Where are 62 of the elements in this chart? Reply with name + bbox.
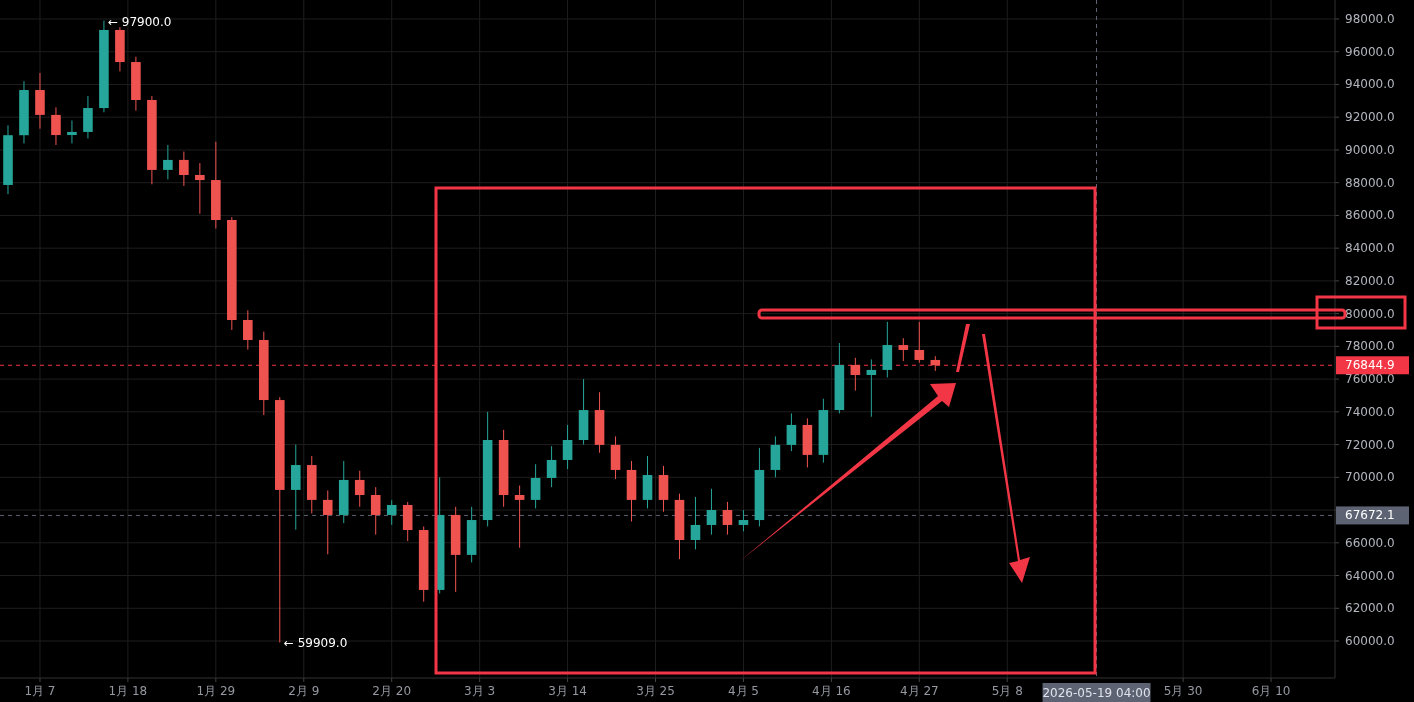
candlestick — [562, 424, 573, 470]
ref-line-label: 67672.1 — [1345, 508, 1395, 523]
x-tick-label: 5月 8 — [991, 684, 1023, 698]
candlestick — [706, 488, 717, 536]
candlestick — [866, 358, 877, 418]
x-tick-label: 1月 7 — [24, 684, 56, 698]
candlestick — [514, 485, 525, 549]
candlestick — [530, 463, 541, 509]
ref-line-label: 76844.9 — [1345, 358, 1395, 373]
candlestick — [51, 106, 61, 146]
y-tick-label: 98000.0 — [1345, 11, 1395, 26]
candlestick — [163, 144, 173, 180]
candlestick — [354, 470, 365, 508]
y-tick-label: 60000.0 — [1345, 634, 1395, 649]
candlestick — [898, 337, 909, 362]
x-tick-label: 3月 25 — [636, 684, 675, 698]
candlestick — [786, 412, 797, 452]
x-tick-label: 1月 29 — [196, 684, 236, 698]
candlestick — [322, 489, 333, 555]
candlestick — [370, 486, 381, 536]
x-tick-label: 4月 27 — [899, 684, 939, 698]
annotation: ← 97900.0 — [107, 14, 172, 29]
candlestick — [690, 496, 701, 550]
y-tick-label: 70000.0 — [1345, 470, 1395, 485]
y-tick-label: 80000.0 — [1345, 306, 1395, 321]
y-tick-label: 96000.0 — [1345, 44, 1395, 59]
candlestick — [195, 162, 205, 215]
x-tick-label: 2月 20 — [372, 684, 412, 698]
y-tick-label: 66000.0 — [1345, 535, 1395, 550]
candlestick — [850, 357, 861, 392]
y-tick-label: 88000.0 — [1345, 175, 1395, 190]
candlestick — [738, 509, 749, 532]
candlestick — [546, 445, 557, 488]
x-tick-label: 6月 10 — [1251, 684, 1291, 698]
y-tick-label: 74000.0 — [1345, 404, 1395, 419]
candlestick — [83, 95, 93, 139]
candlestick — [179, 151, 189, 187]
candlestick — [67, 119, 77, 144]
candlestick — [243, 309, 253, 351]
x-tick-label: 1月 18 — [108, 684, 148, 698]
y-tick-label: 86000.0 — [1345, 208, 1395, 223]
x-tick-label: 5月 30 — [1163, 684, 1203, 698]
candlestick — [914, 321, 925, 364]
x-tick-label: 3月 14 — [548, 684, 587, 698]
x-tick-label: 4月 5 — [727, 684, 759, 698]
candlestick — [386, 499, 397, 526]
y-tick-label: 76000.0 — [1345, 372, 1395, 387]
y-tick-label: 92000.0 — [1345, 110, 1395, 125]
y-tick-label: 94000.0 — [1345, 77, 1395, 92]
y-tick-label: 64000.0 — [1345, 568, 1395, 583]
y-tick-label: 78000.0 — [1345, 339, 1395, 354]
ref-line-label: 2026-05-19 04:00 — [1042, 686, 1151, 700]
annotation: ← 59909.0 — [283, 636, 348, 651]
y-tick-label: 62000.0 — [1345, 601, 1395, 616]
y-tick-label: 84000.0 — [1345, 241, 1395, 256]
y-tick-label: 72000.0 — [1345, 437, 1395, 452]
y-tick-label: 90000.0 — [1345, 142, 1395, 157]
x-tick-label: 4月 16 — [812, 684, 851, 698]
y-tick-label: 82000.0 — [1345, 273, 1395, 288]
x-tick-label: 2月 9 — [288, 684, 320, 698]
candlestick — [722, 501, 733, 536]
x-tick-label: 3月 3 — [464, 684, 496, 698]
